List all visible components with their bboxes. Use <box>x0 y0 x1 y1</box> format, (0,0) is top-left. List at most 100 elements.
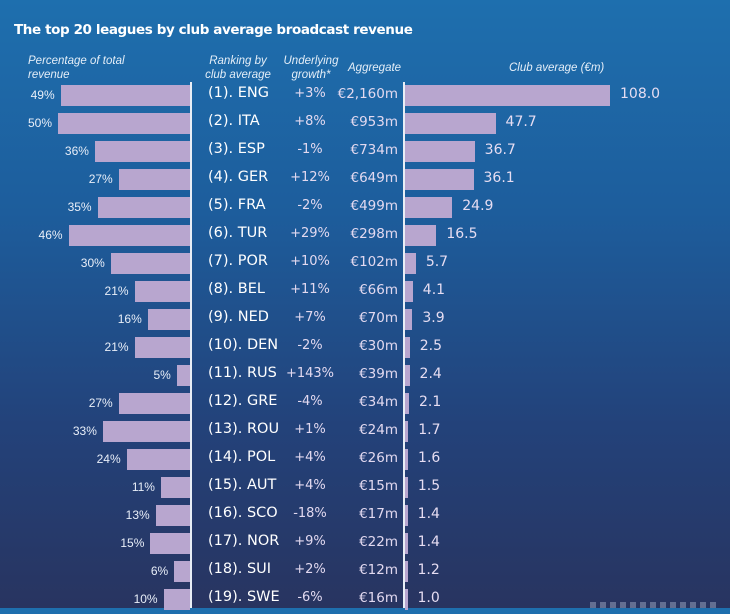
club-average-bar <box>405 169 474 190</box>
header-club-average: Club average (€m) <box>509 62 605 74</box>
club-average-bar <box>405 337 410 358</box>
header-growth: Underlying growth* <box>280 54 342 82</box>
club-average-bar <box>405 533 408 554</box>
rank-label: (1). ENG <box>208 85 270 101</box>
club-average-label: 1.2 <box>417 562 440 578</box>
pct-bar <box>94 141 190 162</box>
growth-label: -6% <box>297 590 323 605</box>
club-average-label: 1.7 <box>418 422 441 438</box>
table-row: 27% (4). GER +12% €649m 36.1 <box>0 166 730 194</box>
growth-label: +9% <box>294 534 326 549</box>
table-row: 13% (16). SCO -18% €17m 1.4 <box>0 502 730 530</box>
pct-bar <box>110 253 190 274</box>
aggregate-label: €734m <box>350 142 398 158</box>
growth-label: -18% <box>293 506 327 521</box>
club-average-label: 1.6 <box>418 450 441 466</box>
club-average-label: 2.1 <box>418 394 442 410</box>
growth-label: -1% <box>297 142 323 157</box>
table-row: 27% (12). GRE -4% €34m 2.1 <box>0 390 730 418</box>
pct-label: 49% <box>30 88 55 102</box>
club-average-label: 1.4 <box>417 534 440 550</box>
table-row: 36% (3). ESP -1% €734m 36.7 <box>0 138 730 166</box>
pct-bar <box>118 393 190 414</box>
rank-label: (13). ROU <box>208 421 280 437</box>
club-average-bar <box>405 561 408 582</box>
club-average-label: 2.5 <box>419 338 442 354</box>
header-percentage: Percentage of total revenue <box>28 54 178 82</box>
club-average-bar <box>405 253 416 274</box>
pct-label: 21% <box>104 340 129 354</box>
club-average-bar <box>405 365 410 386</box>
pct-label: 50% <box>27 116 52 130</box>
pct-bar <box>102 421 190 442</box>
pct-bar <box>163 589 190 610</box>
growth-label: +3% <box>294 86 326 101</box>
pct-bar <box>155 505 190 526</box>
pct-label: 6% <box>150 564 169 578</box>
club-average-bar <box>405 505 408 526</box>
rank-label: (18). SUI <box>208 561 272 577</box>
pct-label: 21% <box>104 284 129 298</box>
table-row: 15% (17). NOR +9% €22m 1.4 <box>0 530 730 558</box>
pct-label: 24% <box>96 452 121 466</box>
pct-label: 46% <box>38 228 63 242</box>
aggregate-label: €26m <box>359 450 398 466</box>
header-growth-line1: Underlying <box>283 55 339 67</box>
pct-bar <box>60 85 190 106</box>
aggregate-label: €17m <box>359 506 398 522</box>
table-row: 6% (18). SUI +2% €12m 1.2 <box>0 558 730 586</box>
club-average-label: 36.7 <box>484 142 516 158</box>
rank-label: (16). SCO <box>208 505 278 521</box>
pct-label: 27% <box>88 172 113 186</box>
club-average-label: 16.5 <box>446 226 478 242</box>
rank-label: (10). DEN <box>208 337 279 353</box>
chart-title: The top 20 leagues by club average broad… <box>14 22 413 38</box>
growth-label: +4% <box>294 478 326 493</box>
table-row: 35% (5). FRA -2% €499m 24.9 <box>0 194 730 222</box>
growth-label: +29% <box>290 226 330 241</box>
rank-label: (11). RUS <box>208 365 277 381</box>
footnote-cropped <box>590 602 720 608</box>
pct-bar <box>147 309 190 330</box>
table-row: 10% (19). SWE -6% €16m 1.0 <box>0 586 730 614</box>
rank-label: (6). TUR <box>208 225 268 241</box>
rank-label: (2). ITA <box>208 113 260 129</box>
pct-label: 30% <box>80 256 105 270</box>
rank-label: (14). POL <box>208 449 276 465</box>
club-average-bar <box>405 309 413 330</box>
rank-label: (19). SWE <box>208 589 280 605</box>
table-row: 50% (2). ITA +8% €953m 47.7 <box>0 110 730 138</box>
aggregate-label: €30m <box>359 338 398 354</box>
aggregate-label: €16m <box>359 590 398 606</box>
pct-label: 16% <box>117 312 142 326</box>
pct-bar <box>118 169 190 190</box>
club-average-label: 108.0 <box>620 86 661 102</box>
club-average-label: 36.1 <box>483 170 515 186</box>
aggregate-label: €66m <box>359 282 398 298</box>
header-ranking-line1: Ranking by <box>209 55 267 67</box>
pct-label: 5% <box>153 368 171 382</box>
club-average-bar <box>405 393 409 414</box>
growth-label: +4% <box>294 450 326 465</box>
rank-label: (17). NOR <box>208 533 280 549</box>
table-row: 21% (10). DEN -2% €30m 2.5 <box>0 334 730 362</box>
aggregate-label: €39m <box>359 366 398 382</box>
table-row: 21% (8). BEL +11% €66m 4.1 <box>0 278 730 306</box>
club-average-bar <box>405 281 413 302</box>
table-row: 30% (7). POR +10% €102m 5.7 <box>0 250 730 278</box>
aggregate-label: €2,160m <box>337 86 398 102</box>
pct-bar <box>174 561 190 582</box>
club-average-bar <box>405 141 475 162</box>
rank-label: (4). GER <box>208 169 269 185</box>
table-row: 11% (15). AUT +4% €15m 1.5 <box>0 474 730 502</box>
growth-label: +10% <box>290 254 330 269</box>
table-row: 24% (14). POL +4% €26m 1.6 <box>0 446 730 474</box>
club-average-bar <box>405 225 437 246</box>
pct-label: 36% <box>64 144 89 158</box>
growth-label: +2% <box>294 562 326 577</box>
pct-bar <box>176 365 190 386</box>
table-row: 16% (9). NED +7% €70m 3.9 <box>0 306 730 334</box>
aggregate-label: €70m <box>359 310 398 326</box>
aggregate-label: €953m <box>350 114 398 130</box>
aggregate-label: €15m <box>359 478 398 494</box>
